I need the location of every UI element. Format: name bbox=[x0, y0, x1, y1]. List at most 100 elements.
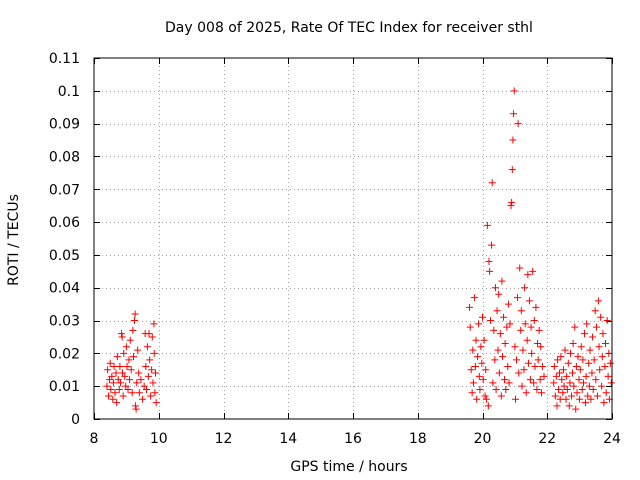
x-tick-label: 20 bbox=[474, 431, 492, 447]
data-point bbox=[563, 372, 571, 380]
x-tick-label: 8 bbox=[90, 431, 99, 447]
x-tick-label: 16 bbox=[344, 431, 362, 447]
data-point bbox=[528, 349, 536, 357]
data-point bbox=[555, 385, 563, 393]
data-point bbox=[521, 320, 529, 328]
data-point bbox=[116, 362, 124, 370]
data-point bbox=[560, 382, 568, 390]
y-tick-label: 0.03 bbox=[49, 314, 80, 330]
data-point bbox=[523, 336, 531, 344]
data-point bbox=[502, 385, 510, 393]
data-point bbox=[485, 257, 493, 265]
data-point bbox=[126, 376, 134, 384]
data-point bbox=[525, 297, 533, 305]
data-point bbox=[590, 356, 598, 364]
data-point bbox=[535, 326, 543, 334]
data-point bbox=[534, 356, 542, 364]
data-point bbox=[569, 369, 577, 377]
data-point bbox=[503, 323, 511, 331]
data-point bbox=[478, 359, 486, 367]
data-point bbox=[491, 284, 499, 292]
data-point bbox=[601, 362, 609, 370]
data-point bbox=[507, 202, 515, 210]
data-point bbox=[504, 300, 512, 308]
data-point bbox=[589, 333, 597, 341]
data-point bbox=[466, 323, 474, 331]
data-point bbox=[567, 349, 575, 357]
data-point bbox=[128, 389, 136, 397]
data-point bbox=[125, 356, 133, 364]
data-point bbox=[479, 376, 487, 384]
data-point bbox=[506, 320, 514, 328]
data-point bbox=[581, 399, 589, 407]
data-point bbox=[602, 389, 610, 397]
data-point bbox=[593, 392, 601, 400]
data-point bbox=[495, 369, 503, 377]
data-point bbox=[127, 366, 135, 374]
data-point bbox=[498, 277, 506, 285]
data-point bbox=[152, 399, 160, 407]
data-point bbox=[148, 333, 156, 341]
data-point bbox=[504, 362, 512, 370]
data-point bbox=[483, 221, 491, 229]
data-point bbox=[550, 379, 558, 387]
data-point bbox=[150, 320, 158, 328]
data-point bbox=[579, 356, 587, 364]
data-point bbox=[508, 198, 516, 206]
data-point bbox=[482, 366, 490, 374]
y-tick-label: 0 bbox=[71, 412, 80, 428]
data-point bbox=[488, 241, 496, 249]
data-point bbox=[551, 392, 559, 400]
data-point bbox=[150, 349, 158, 357]
x-tick-label: 10 bbox=[150, 431, 168, 447]
x-tick-label: 12 bbox=[215, 431, 233, 447]
data-point bbox=[135, 389, 143, 397]
data-point bbox=[519, 346, 527, 354]
data-point bbox=[117, 379, 125, 387]
data-point bbox=[143, 343, 151, 351]
data-point bbox=[482, 395, 490, 403]
x-tick-labels: 8 10 12 14 16 18 20 22 24 bbox=[90, 431, 621, 447]
data-point bbox=[580, 379, 588, 387]
data-point bbox=[151, 389, 159, 397]
data-point bbox=[527, 323, 535, 331]
data-point bbox=[576, 366, 584, 374]
data-point bbox=[533, 385, 541, 393]
data-point bbox=[471, 362, 479, 370]
data-point bbox=[123, 362, 131, 370]
data-point bbox=[537, 389, 545, 397]
x-axis-label: GPS time / hours bbox=[290, 459, 407, 475]
data-point bbox=[531, 362, 539, 370]
data-point bbox=[564, 359, 572, 367]
y-tick-label: 0.08 bbox=[49, 149, 80, 165]
data-point bbox=[472, 336, 480, 344]
data-point bbox=[488, 179, 496, 187]
data-point bbox=[515, 369, 523, 377]
data-point bbox=[130, 317, 138, 325]
data-point bbox=[119, 392, 127, 400]
data-point bbox=[550, 362, 558, 370]
data-point bbox=[129, 353, 137, 361]
data-point bbox=[599, 330, 607, 338]
data-point bbox=[124, 385, 132, 393]
data-point bbox=[518, 382, 526, 390]
data-point bbox=[600, 399, 608, 407]
data-point bbox=[105, 392, 113, 400]
data-point bbox=[553, 402, 561, 410]
y-tick-labels: 0 0.01 0.02 0.03 0.04 0.05 0.06 0.07 0.08 0.09 0.1… bbox=[49, 51, 80, 428]
data-point bbox=[477, 343, 485, 351]
data-point bbox=[512, 395, 520, 403]
data-point bbox=[509, 136, 517, 144]
data-point bbox=[536, 376, 544, 384]
data-point bbox=[134, 346, 142, 354]
data-point bbox=[517, 307, 525, 315]
data-point bbox=[566, 379, 574, 387]
data-point bbox=[144, 372, 152, 380]
data-point bbox=[524, 271, 532, 279]
data-point bbox=[521, 284, 529, 292]
x-tick-label: 14 bbox=[279, 431, 297, 447]
data-point bbox=[522, 389, 530, 397]
data-point bbox=[475, 320, 483, 328]
data-point bbox=[540, 372, 548, 380]
data-point bbox=[565, 402, 573, 410]
